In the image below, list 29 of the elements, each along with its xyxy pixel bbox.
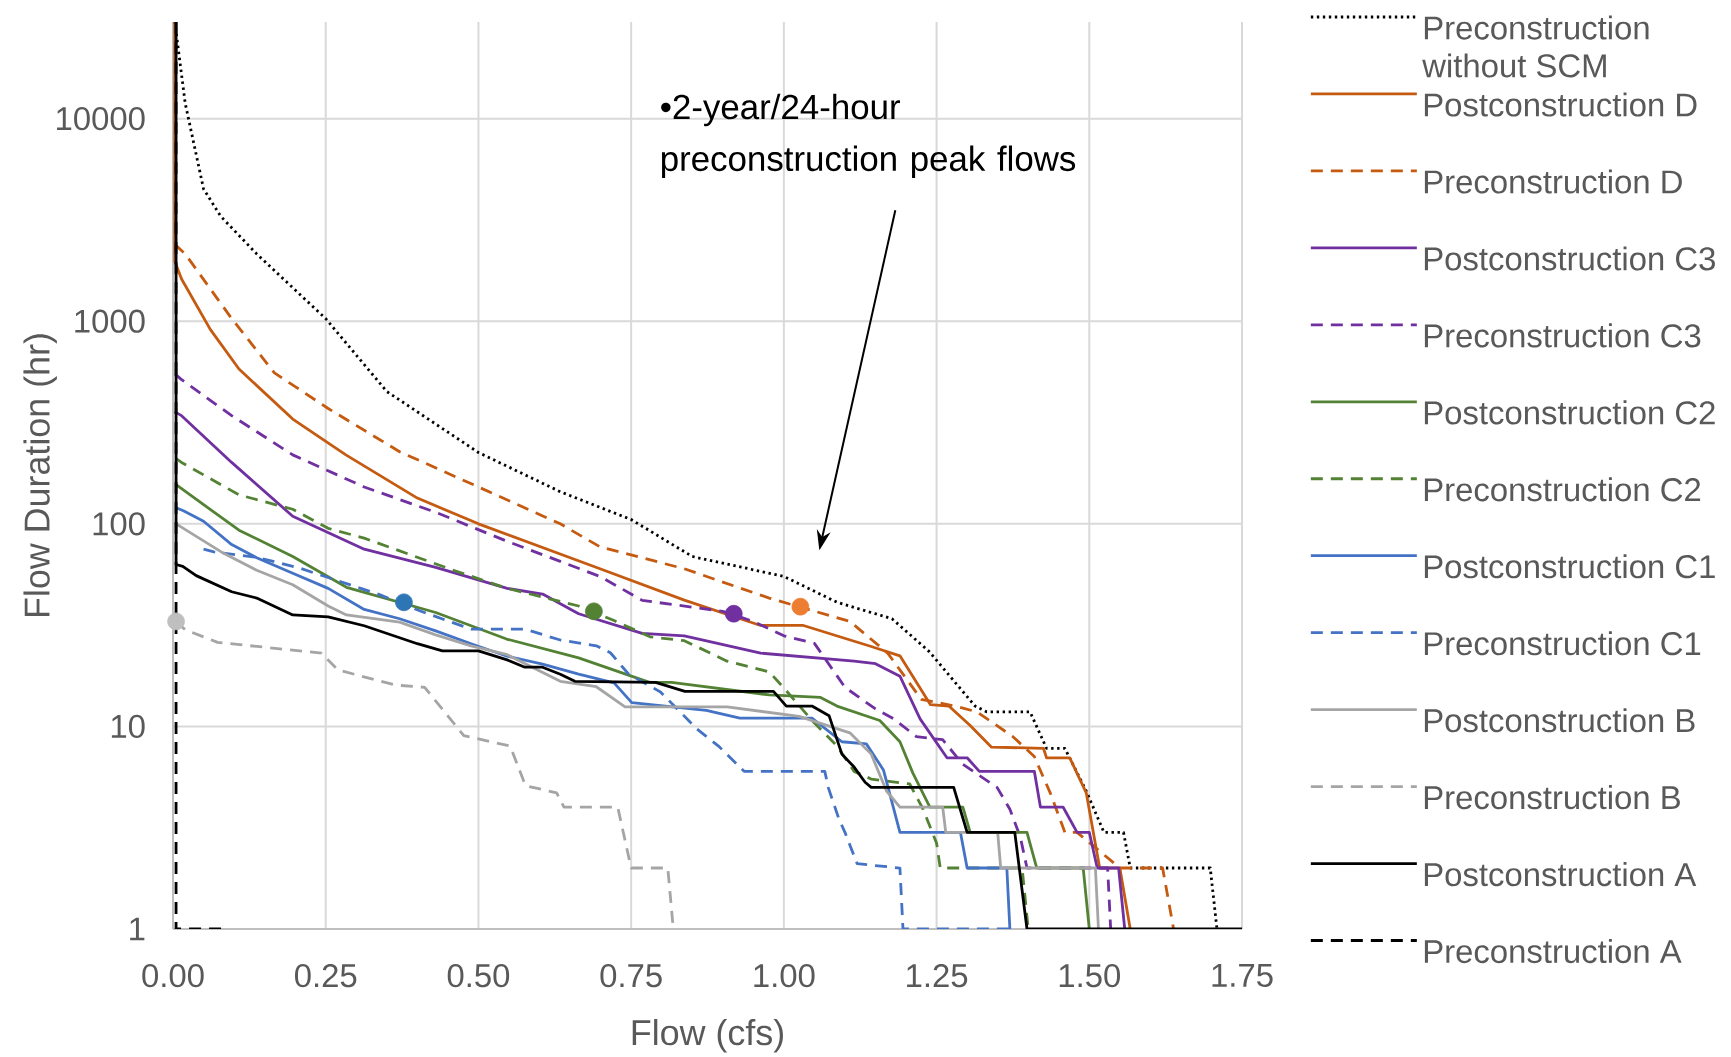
annotation: •2-year/24-hour preconstruction peak flows <box>661 93 1076 179</box>
y-axis-title: Flow Duration (hr) <box>23 334 57 617</box>
y-tick-label: 10000 <box>57 107 145 131</box>
y-tick-label: 10 <box>111 714 145 739</box>
y-tick-label: 1 <box>130 917 145 941</box>
legend-label: Postconstruction A <box>1424 862 1697 887</box>
legend-label: Preconstruction D <box>1424 169 1682 194</box>
x-tick-label: 1.25 <box>907 964 968 988</box>
x-tick-label: 0.50 <box>447 964 510 988</box>
legend-label: Postconstruction C3 <box>1424 246 1715 271</box>
x-axis-title: Flow (cfs) <box>632 1018 783 1053</box>
legend-label: Preconstruction C3 <box>1424 323 1701 348</box>
legend-label: Preconstruction without SCM <box>1422 15 1649 78</box>
legend-label: Preconstruction A <box>1424 939 1682 964</box>
legend-label: Preconstruction C1 <box>1424 631 1701 656</box>
legend-label: Postconstruction C1 <box>1424 554 1715 579</box>
x-tick-label: 0.75 <box>600 964 662 988</box>
legend-label: Postconstruction D <box>1424 92 1697 117</box>
x-tick-label: 0.25 <box>295 964 357 988</box>
x-tick-label: 1.75 <box>1212 964 1273 987</box>
x-tick-label: 1.00 <box>754 964 815 988</box>
legend-label: Preconstruction C2 <box>1424 477 1701 502</box>
x-tick-label: 0.00 <box>142 964 204 988</box>
legend-label: Preconstruction B <box>1424 785 1680 810</box>
legend-label: Postconstruction B <box>1424 708 1695 733</box>
y-tick-label: 100 <box>93 512 145 536</box>
x-tick-label: 1.50 <box>1059 964 1120 988</box>
y-tick-label: 1000 <box>75 309 145 333</box>
legend-label: Postconstruction C2 <box>1424 400 1715 425</box>
